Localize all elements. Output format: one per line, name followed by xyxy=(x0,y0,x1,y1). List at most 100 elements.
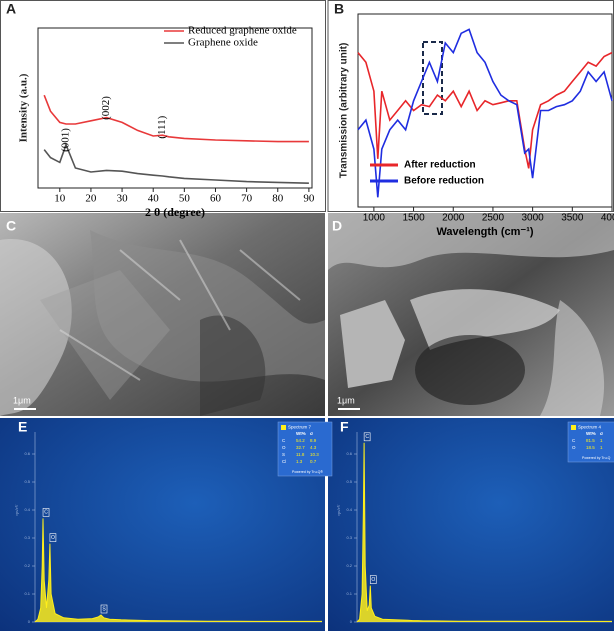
y-tick-label: 0.1 xyxy=(346,591,352,596)
peak-label-box xyxy=(369,575,377,584)
eds-table-header: σ xyxy=(310,431,313,436)
eds-table-header: Wt% xyxy=(586,431,596,436)
eds-table-cell: S xyxy=(282,452,285,457)
panel-label: E xyxy=(18,419,27,435)
peak-label: (002) xyxy=(100,96,112,120)
legend-label: Graphene oxide xyxy=(188,37,258,49)
x-tick-label: 4000 xyxy=(601,213,614,224)
y-tick-label: 0.1 xyxy=(24,591,30,596)
eds-table-cell: C xyxy=(282,438,286,443)
eds-table-cell: 32.7 xyxy=(296,445,305,450)
eds-table-cell: 10.3 xyxy=(310,452,319,457)
eds-table-cell: 8.9 xyxy=(310,438,317,443)
sem-image-c xyxy=(0,213,325,416)
eds-footer: Powered by Tru-Q® xyxy=(292,470,323,474)
plot-frame xyxy=(37,27,313,189)
eds-table-cell: 4.3 xyxy=(310,445,317,450)
peak-label: S xyxy=(102,606,106,612)
x-tick-label: 3500 xyxy=(561,213,584,224)
y-tick-label: 0 xyxy=(350,619,353,624)
y-tick-label: 0.3 xyxy=(24,535,30,540)
y-axis-label: cps/eV xyxy=(336,504,341,515)
y-axis-label: Transmission (arbitrary unit) xyxy=(339,43,350,179)
x-tick-label: 30 xyxy=(117,193,129,205)
series-line xyxy=(43,94,309,143)
peak-label: O xyxy=(371,577,375,583)
scale-bar-label: 1μm xyxy=(337,395,355,405)
x-tick-label: 20 xyxy=(85,193,97,205)
y-tick-label: 0.5 xyxy=(24,479,30,484)
y-tick-label: 0.4 xyxy=(24,507,30,512)
eds-legend-title: Spectrum 4 xyxy=(578,425,602,430)
legend-label: Before reduction xyxy=(404,176,484,187)
eds-table-header: Wt% xyxy=(296,431,306,436)
scale-bar-label: 1μm xyxy=(13,395,31,405)
panel-label: B xyxy=(334,1,344,17)
eds-table-cell: 0.7 xyxy=(310,459,317,464)
eds-background xyxy=(328,418,614,631)
eds-table-cell: Cl xyxy=(282,459,286,464)
peak-label-box xyxy=(363,432,371,442)
x-tick-label: 2500 xyxy=(482,213,505,224)
sem-image-d xyxy=(328,213,614,416)
eds-table-cell: O xyxy=(282,445,286,450)
eds-table-cell: 18.5 xyxy=(586,445,595,450)
y-tick-label: 0.4 xyxy=(346,507,352,512)
peak-label-box xyxy=(42,508,50,517)
eds-footer: Powered by Tru-Q xyxy=(582,456,611,460)
eds-legend-title: Spectrum 7 xyxy=(288,425,312,430)
peak-label-box xyxy=(100,604,108,614)
x-tick-label: 10 xyxy=(54,193,66,205)
eds-table-cell: 11.8 xyxy=(296,452,305,457)
legend-label: After reduction xyxy=(404,160,476,171)
eds-table-cell: 1 xyxy=(600,438,603,443)
peak-label: (001) xyxy=(60,128,72,152)
y-tick-label: 0.3 xyxy=(346,535,352,540)
x-tick-label: 90 xyxy=(303,193,315,205)
panel-label: C xyxy=(6,218,16,234)
eds-legend-box xyxy=(277,421,333,477)
x-axis-label: 2 θ (degree) xyxy=(145,205,205,219)
panel-label: D xyxy=(332,218,342,234)
peak-label: O xyxy=(51,535,55,541)
eds-table-cell: 1.3 xyxy=(296,459,303,464)
x-tick-label: 50 xyxy=(179,193,191,205)
eds-legend-swatch xyxy=(281,425,286,430)
x-tick-label: 80 xyxy=(272,193,284,205)
eds-legend-swatch xyxy=(571,425,576,430)
y-axis-label: cps/eV xyxy=(14,504,19,515)
eds-background xyxy=(0,418,325,631)
y-tick-label: 0.6 xyxy=(24,451,30,456)
y-tick-label: 0.6 xyxy=(346,451,352,456)
peak-label: (111) xyxy=(156,115,168,138)
y-tick-label: 0.5 xyxy=(346,479,352,484)
y-tick-label: 0.2 xyxy=(346,563,352,568)
spectrum-line xyxy=(356,442,612,623)
y-tick-label: 0 xyxy=(28,619,31,624)
eds-table-header: σ xyxy=(600,431,603,436)
eds-table-cell: 54.2 xyxy=(296,438,305,443)
x-tick-label: 40 xyxy=(148,193,160,205)
peak-label-box xyxy=(49,533,57,542)
spectrum-line xyxy=(34,518,322,623)
eds-table-cell: C xyxy=(572,438,576,443)
x-tick-label: 60 xyxy=(210,193,222,205)
panel-label: F xyxy=(340,419,349,435)
x-tick-label: 1500 xyxy=(402,213,425,224)
series-line xyxy=(357,28,613,198)
x-tick-label: 70 xyxy=(241,193,253,205)
eds-table-cell: 81.5 xyxy=(586,438,595,443)
x-axis-label: Wavelength (cm⁻¹) xyxy=(436,226,533,238)
x-tick-label: 3000 xyxy=(522,213,545,224)
y-tick-label: 0.2 xyxy=(24,563,30,568)
plot-frame xyxy=(357,13,613,208)
x-tick-label: 2000 xyxy=(442,213,465,224)
peak-label: C xyxy=(365,434,369,440)
y-axis-label: Intensity (a.u.) xyxy=(18,73,30,142)
legend-label: Reduced graphene oxide xyxy=(188,25,297,37)
series-line xyxy=(43,142,309,184)
series-line xyxy=(357,51,613,169)
eds-table-cell: O xyxy=(572,445,576,450)
panel-label: A xyxy=(6,1,16,17)
